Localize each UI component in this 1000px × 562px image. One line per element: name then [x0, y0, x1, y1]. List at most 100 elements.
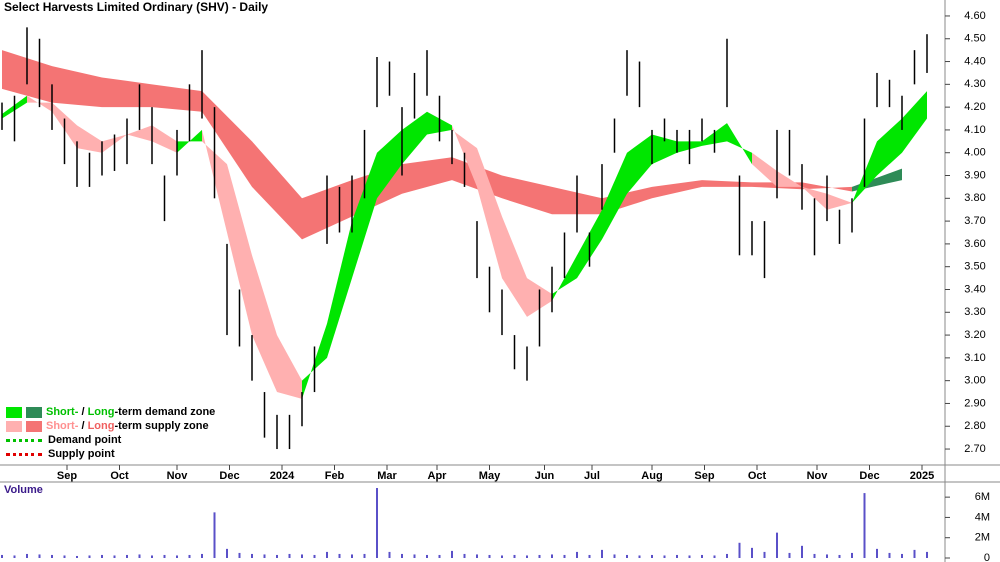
x-tick-label: Mar [377, 470, 397, 482]
legend-text: Short- [46, 420, 79, 432]
y-tick-label: 4.00 [964, 147, 985, 159]
legend-text: -term demand zone [114, 406, 216, 418]
y-tick-label: 3.40 [964, 283, 985, 295]
volume-bar [701, 554, 703, 558]
zone-segment [627, 134, 652, 194]
volume-bar [438, 554, 441, 558]
volume-bar [276, 554, 278, 558]
volume-bar [526, 555, 528, 558]
volume-bar [101, 554, 103, 558]
y-tick-label: 2.80 [964, 420, 985, 432]
legend-text: / [78, 406, 88, 418]
y-tick-label: 4.50 [964, 33, 985, 45]
volume-bar [863, 493, 866, 558]
zone-segment [752, 152, 777, 187]
y-tick-label: 2.90 [964, 397, 985, 409]
legend-text: / [78, 420, 88, 432]
volume-bar [201, 553, 203, 558]
chart-title: Select Harvests Limited Ordinary (SHV) -… [4, 0, 268, 14]
volume-bar [88, 555, 91, 558]
zone-segment [727, 123, 752, 165]
zone-segment [327, 221, 352, 358]
volume-bar [826, 554, 828, 558]
volume-bar [913, 549, 916, 558]
volume-bar [838, 554, 841, 558]
volume-bar [738, 542, 741, 558]
y-tick-label: 4.10 [964, 124, 985, 136]
legend-entry: Demand point [6, 433, 215, 447]
zone-segment [777, 170, 802, 187]
volume-bar [463, 553, 466, 558]
zone-segment [452, 125, 477, 187]
volume-bar [126, 554, 128, 558]
volume-bar [213, 512, 216, 558]
legend-text: Supply point [48, 448, 115, 460]
volume-bar [351, 554, 353, 558]
x-tick-label: Nov [167, 470, 189, 482]
zone-segment [502, 175, 552, 215]
volume-bar [476, 554, 478, 558]
volume-bar [76, 555, 78, 558]
y-tick-label: 3.60 [964, 238, 985, 250]
volume-bar [601, 549, 603, 558]
x-tick-label: Dec [859, 470, 879, 482]
volume-bar [238, 552, 241, 558]
x-tick-label: 2024 [270, 470, 295, 482]
legend-text: Long [87, 406, 115, 418]
volume-bar [163, 554, 166, 558]
zone-segment [502, 216, 527, 317]
zone-segment [252, 255, 277, 393]
volume-bar [388, 551, 391, 558]
legend-swatch [26, 406, 42, 418]
y-tick-label: 3.10 [964, 352, 985, 364]
x-tick-label: Oct [110, 470, 129, 482]
legend-entry: Supply point [6, 447, 215, 461]
y-tick-label: 2.70 [964, 443, 985, 455]
volume-label: Volume [4, 484, 43, 496]
legend-line [6, 438, 42, 442]
legend-swatch [6, 420, 22, 432]
y-tick-label: 3.20 [964, 329, 985, 341]
legend-swatch [26, 420, 42, 432]
y-tick-label: 4.40 [964, 55, 985, 67]
volume-bar [676, 554, 678, 558]
x-tick-label: Aug [641, 470, 662, 482]
zone-segment [402, 157, 452, 194]
y-tick-label: 3.80 [964, 192, 985, 204]
volume-bar [401, 553, 403, 558]
zone-segment [152, 125, 177, 153]
legend-entry: Short- / Long -term demand zone [6, 405, 215, 419]
volume-bar [363, 553, 366, 558]
y-tick-label: 3.90 [964, 169, 985, 181]
x-tick-label: Nov [807, 470, 829, 482]
volume-tick-label: 6M [975, 491, 990, 503]
volume-bar [638, 555, 641, 558]
volume-bar [338, 553, 341, 558]
volume-bar [663, 555, 666, 558]
volume-bar [688, 555, 691, 558]
zone-segment [252, 141, 302, 240]
zone-segment [402, 111, 427, 165]
zone-segment [102, 77, 152, 108]
y-tick-label: 4.30 [964, 78, 985, 90]
zone-segment [902, 91, 927, 153]
zone-segment [827, 193, 852, 210]
volume-bar [501, 555, 503, 558]
volume-bar [763, 551, 766, 558]
x-tick-label: Jun [535, 470, 555, 482]
zone-segment [377, 129, 402, 199]
zone-segment [127, 125, 152, 142]
volume-bar [551, 554, 553, 558]
volume-bar [851, 552, 853, 558]
zone-segment [477, 148, 502, 279]
volume-bar [113, 555, 116, 558]
x-tick-label: Jul [584, 470, 600, 482]
volume-bar [801, 545, 803, 558]
volume-bar [426, 554, 428, 558]
x-tick-label: Apr [428, 470, 448, 482]
volume-bar [513, 554, 516, 558]
y-tick-label: 3.50 [964, 261, 985, 273]
volume-bar [751, 547, 753, 558]
volume-bar [651, 554, 653, 558]
